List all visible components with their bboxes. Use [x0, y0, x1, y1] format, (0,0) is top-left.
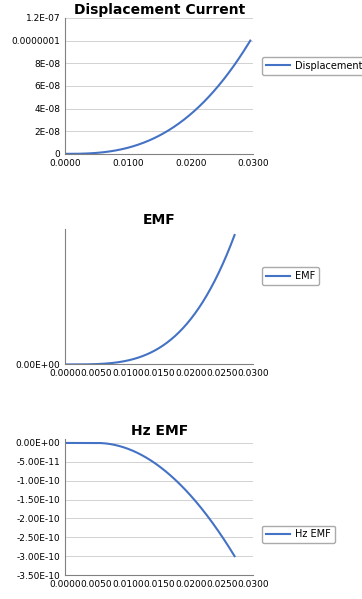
Hz EMF	[167, 470, 171, 477]
Displacement Current	[231, 63, 235, 71]
EMF	[206, 290, 210, 297]
EMF	[232, 231, 237, 238]
Line: Displacement Current: Displacement Current	[65, 41, 250, 154]
EMF	[164, 340, 168, 347]
EMF	[216, 269, 221, 276]
Title: EMF: EMF	[143, 213, 176, 228]
Line: EMF: EMF	[65, 235, 235, 364]
Hz EMF	[163, 468, 168, 475]
EMF	[167, 338, 171, 345]
Hz EMF	[64, 439, 68, 446]
EMF	[64, 361, 68, 368]
EMF	[63, 361, 67, 368]
Hz EMF	[164, 468, 168, 475]
Legend: Hz EMF: Hz EMF	[262, 525, 335, 543]
Displacement Current	[219, 79, 223, 86]
Hz EMF	[63, 439, 67, 446]
Title: Displacement Current: Displacement Current	[73, 3, 245, 17]
Title: Hz EMF: Hz EMF	[131, 424, 188, 438]
Displacement Current	[248, 37, 252, 44]
Displacement Current	[64, 150, 68, 158]
Hz EMF	[232, 552, 237, 559]
Displacement Current	[176, 120, 181, 128]
Displacement Current	[173, 122, 177, 129]
Displacement Current	[63, 150, 67, 158]
Displacement Current	[173, 123, 177, 130]
Hz EMF	[216, 528, 221, 536]
Legend: Displacement Current: Displacement Current	[262, 57, 362, 75]
Line: Hz EMF: Hz EMF	[65, 443, 235, 556]
Legend: EMF: EMF	[262, 267, 319, 285]
Hz EMF	[206, 513, 210, 521]
EMF	[163, 340, 168, 347]
